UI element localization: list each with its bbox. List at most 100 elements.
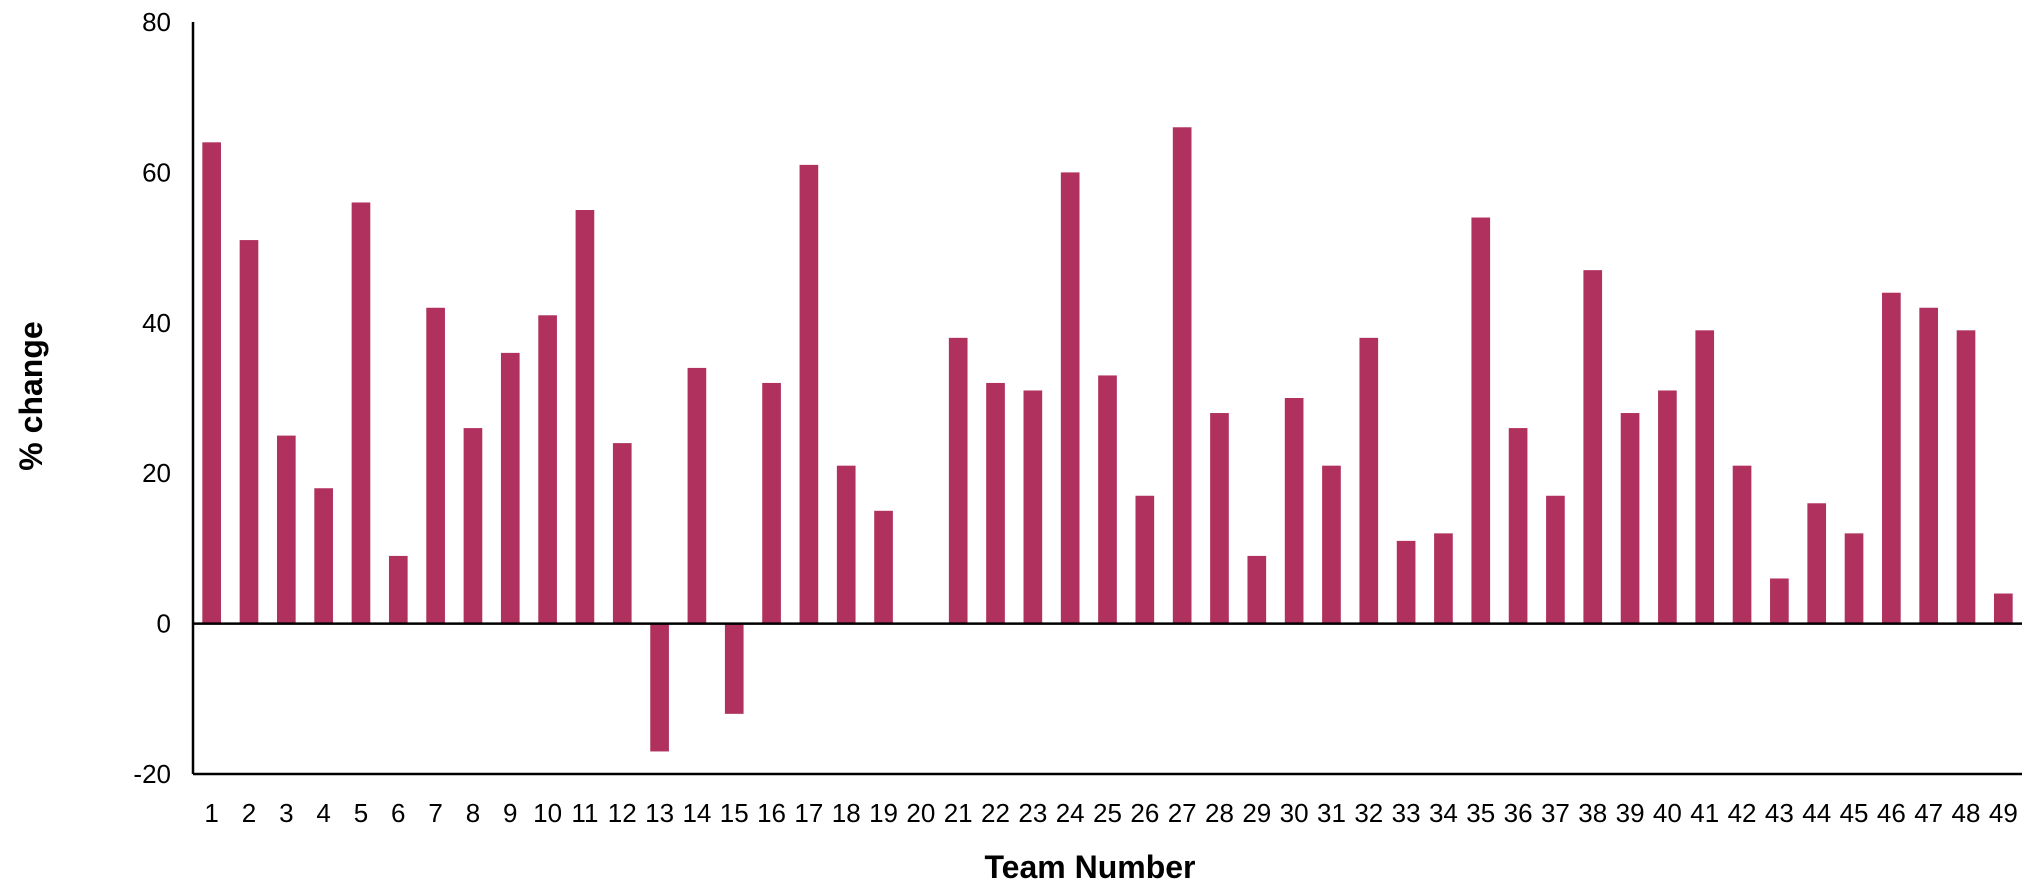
x-tick-label: 11 bbox=[571, 798, 598, 828]
x-tick-label: 10 bbox=[533, 798, 562, 828]
y-tick-label: -20 bbox=[133, 759, 171, 789]
bar bbox=[874, 510, 893, 624]
bar bbox=[948, 337, 968, 624]
x-tick-label: 43 bbox=[1765, 798, 1794, 828]
x-tick-label: 44 bbox=[1802, 798, 1831, 828]
x-tick-label: 37 bbox=[1541, 798, 1570, 828]
bar bbox=[1098, 375, 1117, 624]
x-tick-label: 18 bbox=[832, 798, 861, 828]
bar bbox=[1060, 172, 1080, 624]
x-tick-label: 9 bbox=[503, 798, 517, 828]
bar bbox=[202, 142, 221, 624]
bar bbox=[1956, 330, 1976, 624]
x-tick-label: 27 bbox=[1168, 798, 1197, 828]
bar bbox=[762, 382, 781, 624]
bar bbox=[1322, 465, 1341, 624]
bar bbox=[1210, 413, 1229, 624]
x-tick-label: 46 bbox=[1877, 798, 1906, 828]
bar bbox=[276, 435, 296, 624]
bar bbox=[1770, 578, 1789, 624]
x-tick-label: 26 bbox=[1130, 798, 1159, 828]
bars bbox=[202, 127, 2013, 752]
x-tick-label: 3 bbox=[279, 798, 293, 828]
x-tick-label: 34 bbox=[1429, 798, 1458, 828]
x-tick-label: 38 bbox=[1578, 798, 1607, 828]
bar bbox=[1396, 540, 1416, 624]
x-tick-label: 15 bbox=[720, 798, 749, 828]
bar bbox=[575, 210, 595, 624]
x-tick-label: 41 bbox=[1690, 798, 1719, 828]
y-tick-label: 40 bbox=[142, 308, 171, 338]
bar bbox=[1023, 390, 1043, 624]
bar bbox=[500, 352, 520, 624]
bar bbox=[1658, 390, 1677, 624]
y-tick-label: 0 bbox=[157, 609, 171, 639]
x-tick-label: 28 bbox=[1205, 798, 1234, 828]
y-axis-title: % change bbox=[13, 321, 49, 470]
x-tick-label: 16 bbox=[757, 798, 786, 828]
y-tick-label: 80 bbox=[142, 7, 171, 37]
bar bbox=[1994, 593, 2013, 624]
x-tick-label: 2 bbox=[242, 798, 256, 828]
y-axis-ticks: -20 0 20 40 60 80 bbox=[133, 7, 171, 789]
x-tick-label: 17 bbox=[794, 798, 823, 828]
x-tick-label: 31 bbox=[1317, 798, 1346, 828]
bar bbox=[1471, 217, 1491, 624]
bar bbox=[1247, 555, 1267, 624]
x-axis-title: Team Number bbox=[984, 849, 1195, 882]
bar bbox=[1583, 270, 1603, 624]
bar bbox=[426, 307, 445, 624]
x-tick-label: 48 bbox=[1952, 798, 1981, 828]
bar bbox=[314, 488, 333, 624]
x-tick-label: 13 bbox=[645, 798, 674, 828]
x-tick-label: 19 bbox=[869, 798, 898, 828]
bar bbox=[1919, 307, 1939, 624]
bar bbox=[388, 555, 408, 624]
x-tick-label: 29 bbox=[1242, 798, 1271, 828]
bar bbox=[986, 382, 1005, 624]
x-tick-label: 49 bbox=[1989, 798, 2018, 828]
x-tick-label: 23 bbox=[1018, 798, 1047, 828]
x-tick-label: 8 bbox=[466, 798, 480, 828]
bar bbox=[687, 367, 707, 624]
x-tick-label: 12 bbox=[608, 798, 637, 828]
x-tick-label: 24 bbox=[1056, 798, 1085, 828]
x-tick-label: 25 bbox=[1093, 798, 1122, 828]
x-tick-label: 4 bbox=[316, 798, 330, 828]
bar bbox=[1359, 337, 1379, 624]
x-tick-label: 35 bbox=[1466, 798, 1495, 828]
x-tick-label: 47 bbox=[1914, 798, 1943, 828]
bar bbox=[1695, 330, 1715, 624]
x-tick-label: 40 bbox=[1653, 798, 1682, 828]
bar bbox=[799, 164, 819, 624]
bar bbox=[612, 443, 632, 624]
x-tick-label: 30 bbox=[1280, 798, 1309, 828]
bar bbox=[1172, 127, 1192, 624]
x-tick-label: 5 bbox=[354, 798, 368, 828]
x-tick-label: 14 bbox=[682, 798, 711, 828]
bar bbox=[1807, 503, 1827, 624]
x-axis-tick-labels: 1 2 3 4 5 6 7 8 9 10 11 12 13 14 15 16 17 18 19 20 21 22 23 24 2… bbox=[204, 798, 2017, 828]
x-tick-label: 22 bbox=[981, 798, 1010, 828]
bar bbox=[724, 623, 744, 714]
bar bbox=[1882, 292, 1901, 624]
y-tick-label: 20 bbox=[142, 458, 171, 488]
y-tick-label: 60 bbox=[142, 157, 171, 187]
x-tick-label: 21 bbox=[944, 798, 973, 828]
bar bbox=[463, 428, 483, 624]
bar bbox=[650, 623, 669, 752]
x-tick-label: 36 bbox=[1504, 798, 1533, 828]
bar bbox=[1434, 533, 1453, 624]
bar bbox=[1732, 465, 1752, 624]
x-tick-label: 6 bbox=[391, 798, 405, 828]
bar bbox=[836, 465, 856, 624]
bar bbox=[239, 240, 259, 624]
x-tick-label: 20 bbox=[906, 798, 935, 828]
bar bbox=[1844, 533, 1864, 624]
x-tick-label: 7 bbox=[428, 798, 442, 828]
x-tick-label: 1 bbox=[204, 798, 218, 828]
bar bbox=[538, 315, 557, 624]
x-tick-label: 32 bbox=[1354, 798, 1383, 828]
bar bbox=[1508, 428, 1528, 624]
